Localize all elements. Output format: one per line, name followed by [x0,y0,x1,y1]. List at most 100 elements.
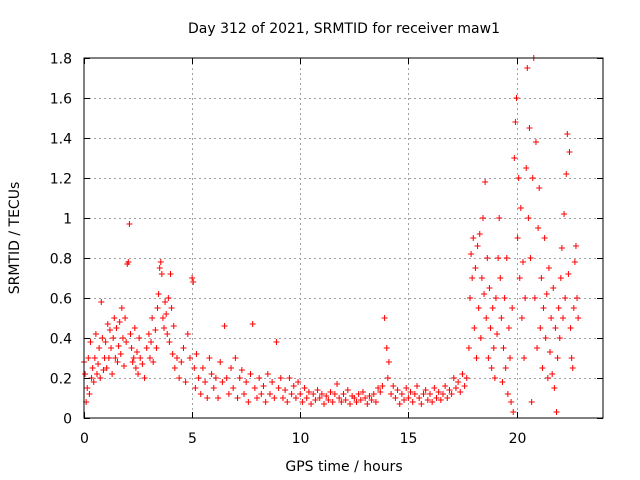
data-point [431,385,438,391]
data-point [152,327,159,333]
data-point [145,331,152,337]
data-point [512,119,519,125]
data-point [516,275,523,281]
data-point [570,305,577,311]
data-point [130,355,137,361]
data-point [481,291,488,297]
data-point [375,385,382,391]
data-point [532,139,539,145]
data-point [189,275,196,281]
data-point [500,345,507,351]
data-point [133,349,140,355]
data-point [99,335,106,341]
data-point [245,399,252,405]
data-point [86,391,93,397]
data-point [477,335,484,341]
data-point [362,395,369,401]
data-point [290,383,297,389]
data-point [569,365,576,371]
data-point [109,371,116,377]
data-point [232,355,239,361]
data-point [197,391,204,397]
data-point [334,381,341,387]
data-point [518,315,525,321]
data-point [106,327,113,333]
data-point [105,355,112,361]
data-point [555,305,562,311]
data-point [228,365,235,371]
data-point [156,265,163,271]
data-point [435,389,442,395]
data-point [271,395,278,401]
data-point [478,275,485,281]
data-point [186,355,193,361]
data-point [131,325,138,331]
data-point [479,215,486,221]
data-point [565,271,572,277]
data-point [521,355,528,361]
data-point [523,165,530,171]
data-point [383,345,390,351]
data-point [442,383,449,389]
data-point [452,385,459,391]
data-point [129,359,136,365]
data-point [168,305,175,311]
data-point [364,401,371,407]
data-point [223,375,230,381]
data-point [545,265,552,271]
data-point [514,235,521,241]
data-point [407,389,414,395]
data-point [394,387,401,393]
data-point [191,365,198,371]
data-point [325,397,332,403]
data-point [323,393,330,399]
data-point [550,285,557,291]
data-point [566,149,573,155]
data-point [146,355,153,361]
data-point [288,391,295,397]
data-point [439,391,446,397]
data-point [114,359,121,365]
data-point [517,205,524,211]
data-point [370,391,377,397]
data-point [548,315,555,321]
data-point [121,363,128,369]
data-point [137,355,144,361]
data-point [163,311,170,317]
data-point [522,295,529,301]
data-point [401,397,408,403]
y-tick-label: 0.8 [50,252,72,268]
data-point [123,339,130,345]
y-tick-label: 1.8 [50,52,72,68]
data-point [92,331,99,337]
data-point [511,155,518,161]
y-tick-label: 1.2 [50,172,72,188]
x-tick-label: 0 [80,431,89,447]
data-point [162,299,169,305]
data-point [234,395,241,401]
data-point [87,339,94,345]
data-point [433,395,440,401]
data-point [102,339,109,345]
data-point [531,295,538,301]
data-point [416,395,423,401]
data-point [448,391,455,397]
y-tick-label: 0 [63,412,72,428]
data-point [171,365,178,371]
data-point [502,365,509,371]
data-point [199,365,206,371]
data-point [217,359,224,365]
data-point [572,243,579,249]
data-point [385,359,392,365]
data-point [490,345,497,351]
data-point [499,379,506,385]
data-point [264,371,271,377]
data-point [457,389,464,395]
data-point [476,231,483,237]
data-point [475,305,482,311]
data-point [108,345,115,351]
data-point [180,345,187,351]
data-point [575,315,582,321]
data-point [503,255,510,261]
